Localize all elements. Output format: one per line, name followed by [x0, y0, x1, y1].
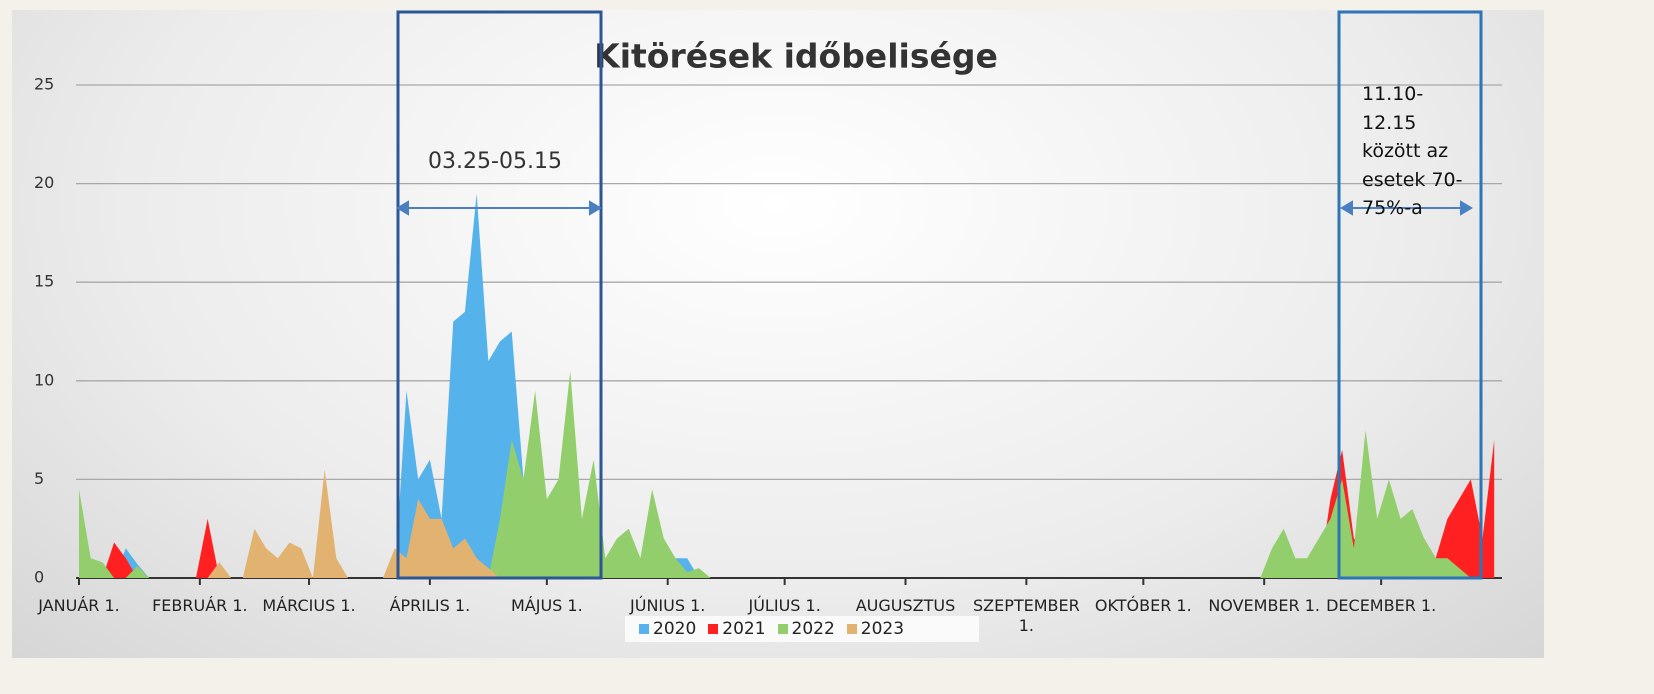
- y-tick-label: 10: [34, 370, 54, 389]
- arrow: [396, 200, 1473, 216]
- y-tick-label: 25: [34, 75, 54, 94]
- x-tick-label: JÚLIUS 1.: [748, 596, 821, 615]
- area: [79, 370, 1495, 578]
- legend-label: 2022: [791, 619, 835, 639]
- y-tick-label: 0: [34, 568, 44, 587]
- legend-item: 2020: [639, 619, 696, 639]
- legend-swatch: [639, 624, 649, 634]
- legend-label: 2021: [722, 619, 766, 639]
- area: [79, 193, 1495, 578]
- x-tick-label: MÁRCIUS 1.: [262, 596, 356, 615]
- y-tick-label: 20: [34, 173, 54, 192]
- annotation: 03.25-05.15: [428, 149, 562, 174]
- x-tick-label: NOVEMBER 1.: [1208, 596, 1321, 615]
- legend-item: 2023: [846, 619, 905, 639]
- x-tick-label: SZEPTEMBER 1.: [972, 596, 1080, 635]
- legend: 2020 2021 2022 2023: [625, 616, 979, 642]
- legend-item: 2021: [708, 619, 766, 639]
- x-tick-label: OKTÓBER 1.: [1094, 596, 1192, 615]
- chart-title: Kitörések időbelisége: [594, 37, 998, 76]
- x-tick-label: JÚNIUS 1.: [630, 596, 706, 615]
- annotation: 11.10-12.15 között az esetek 70-75%-a: [1362, 83, 1463, 219]
- highlight-box: [1337, 10, 1483, 580]
- legend-swatch: [846, 624, 857, 634]
- area: [79, 469, 1495, 578]
- legend-label: 2023: [860, 619, 905, 639]
- highlight-box: [396, 10, 603, 580]
- legend-swatch: [708, 624, 719, 634]
- x-tick-label: FEBRUÁR 1.: [152, 596, 248, 615]
- x-tick-label: DECEMBER 1.: [1326, 596, 1437, 615]
- y-tick-label: 15: [34, 272, 54, 291]
- legend-item: 2022: [777, 619, 835, 639]
- x-tick-label: JANUÁR 1.: [38, 596, 120, 615]
- x-tick-label: ÁPRILIS 1.: [389, 596, 471, 615]
- legend-label: 2020: [653, 619, 697, 639]
- y-tick-label: 5: [34, 469, 44, 488]
- legend-swatch: [777, 624, 788, 634]
- x-tick-label: MÁJUS 1.: [510, 596, 583, 615]
